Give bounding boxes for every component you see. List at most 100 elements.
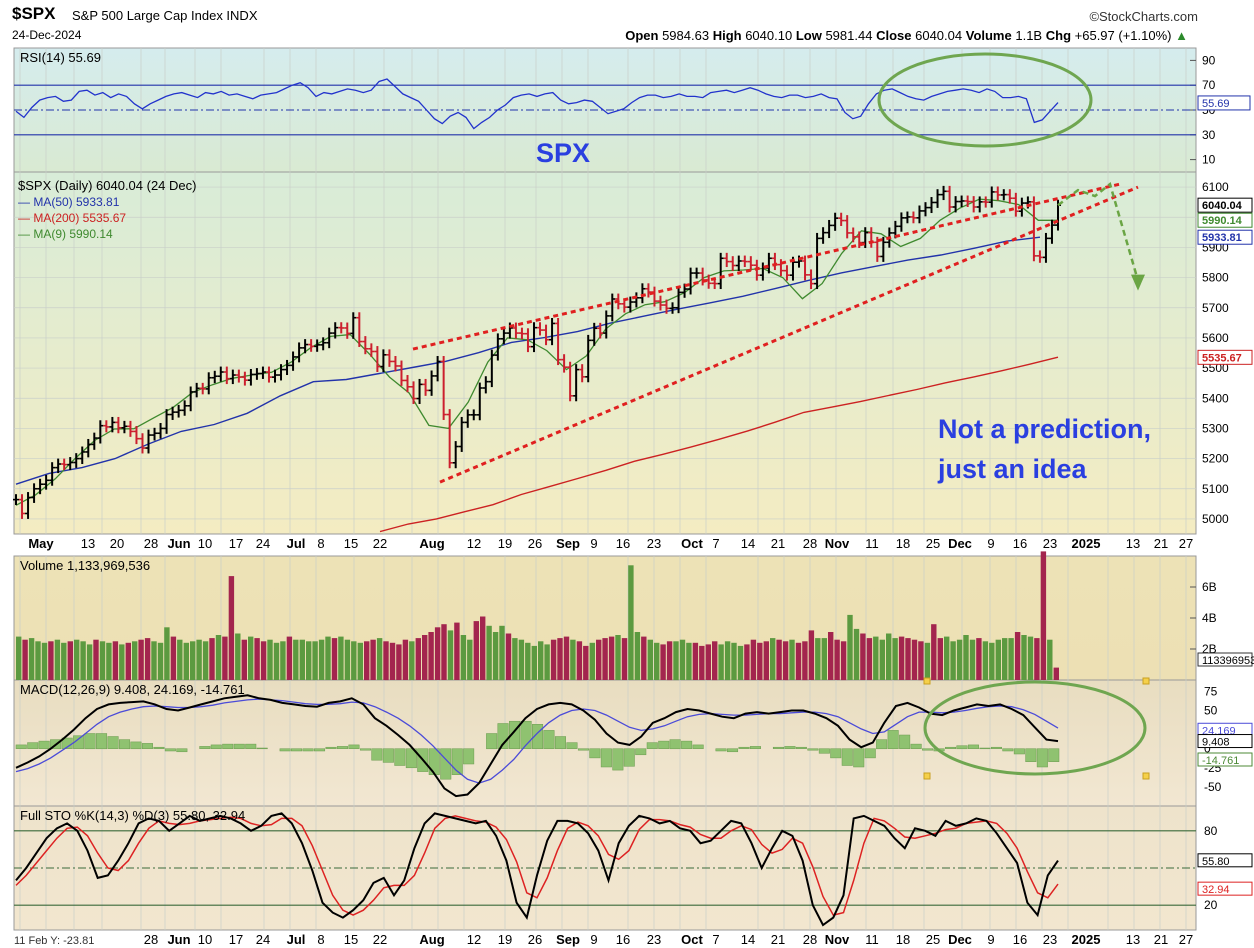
ma50-legend: — MA(50) 5933.81	[18, 195, 120, 209]
macd-highlight-ellipse	[923, 680, 1147, 776]
symbol-label: $SPX	[12, 4, 56, 23]
volume-bar	[892, 638, 898, 680]
ma9-legend: — MA(9) 5990.14	[18, 227, 113, 241]
volume-bar	[331, 638, 338, 680]
macd-histogram-bar	[428, 748, 440, 775]
volume-bar	[821, 638, 827, 680]
macd-histogram-bar	[623, 748, 635, 767]
projection-arrowhead	[1131, 274, 1145, 291]
x-tick-label: 24	[256, 536, 270, 551]
volume-bar	[544, 644, 550, 680]
price-panel	[13, 171, 1197, 535]
volume-bar	[744, 644, 750, 680]
x-tick-label: 13	[81, 536, 95, 551]
volume-bar	[886, 633, 892, 680]
macd-histogram-bar	[600, 748, 612, 768]
volume-bar	[873, 636, 879, 680]
volume-bar	[853, 628, 860, 680]
x-tick-label: 27	[1179, 536, 1193, 551]
macd-histogram-bar	[176, 748, 188, 753]
ma200-value-label: 5535.67	[1202, 352, 1242, 364]
x-tick-label-bottom: Jun	[167, 932, 190, 947]
x-tick-label: 10	[198, 536, 212, 551]
volume-bar	[512, 638, 518, 680]
macd-histogram-bar	[727, 748, 739, 753]
volume-bar	[583, 645, 589, 680]
volume-bar	[918, 641, 924, 681]
volume-bar	[763, 641, 769, 681]
x-tick-label: Aug	[419, 536, 444, 551]
x-tick-label: 14	[741, 536, 755, 551]
change-label: Chg	[1045, 28, 1072, 43]
macd-histogram-bar	[153, 746, 165, 749]
lower-trendline	[439, 185, 1139, 484]
x-tick-label: 23	[1043, 536, 1057, 551]
x-tick-label: Dec	[948, 536, 972, 551]
x-tick-label: 12	[467, 536, 481, 551]
high-label: High	[712, 28, 742, 43]
ma9-value-label: 5990.14	[1202, 215, 1243, 227]
volume-bar	[608, 636, 615, 680]
x-tick-label: Jul	[287, 536, 306, 551]
macd-histogram-bar	[486, 733, 498, 750]
macd-histogram-bar	[164, 748, 176, 752]
macd-histogram-bar	[509, 720, 521, 749]
macd-histogram-bar	[922, 748, 934, 751]
volume-bar	[673, 641, 679, 681]
open-value: 5984.63	[662, 28, 710, 43]
macd-histogram-bar	[348, 744, 360, 749]
volume-bar	[183, 642, 189, 680]
price-tick-label: 5100	[1202, 482, 1229, 496]
volume-bar	[654, 642, 660, 680]
volume-bar	[1027, 636, 1034, 680]
x-tick-label: 17	[229, 536, 243, 551]
macd-histogram-bar	[566, 742, 578, 749]
rsi-tick-label: 70	[1202, 78, 1216, 92]
volume-bar	[370, 639, 376, 680]
sto-d-value-label: 32.94	[1202, 884, 1230, 896]
x-tick-label-bottom: 24	[256, 932, 270, 947]
x-tick-label: 11	[865, 536, 879, 551]
volume-bar	[190, 641, 196, 681]
volume-bar	[679, 639, 686, 680]
volume-bar	[1021, 635, 1027, 680]
volume-bar	[989, 642, 995, 680]
sto-d-value-box	[1197, 881, 1253, 896]
macd-histogram-bar	[543, 730, 555, 749]
x-tick-label: 25	[926, 536, 940, 551]
volume-bar	[441, 624, 447, 680]
volume-value-label: 1133969536	[1202, 655, 1254, 667]
macd-histogram-bar	[681, 740, 693, 749]
x-tick-label-bottom: 22	[373, 932, 387, 947]
volume-bar	[164, 627, 170, 680]
close-value-label: 6040.04	[1202, 200, 1243, 212]
macd-histogram-bar	[646, 742, 658, 749]
x-tick-label-bottom: Oct	[681, 932, 703, 947]
volume-bar	[666, 641, 673, 681]
volume-bar	[628, 565, 634, 680]
macd-histogram-bar	[738, 746, 750, 749]
volume-bar	[260, 641, 267, 681]
volume-bar	[312, 641, 318, 681]
volume-bar	[1002, 638, 1008, 680]
volume-bar	[647, 639, 653, 680]
macd-histogram-bar	[222, 743, 234, 749]
volume-bar	[280, 641, 286, 681]
volume-tick-label: 6B	[1202, 580, 1217, 594]
macd-histogram-bar	[990, 746, 1002, 749]
macd-histogram-bar	[635, 748, 647, 756]
x-tick-label: 21	[771, 536, 785, 551]
close-label: Close	[876, 28, 912, 43]
volume-tick-label: 4B	[1202, 611, 1217, 625]
volume-bar	[144, 638, 151, 680]
x-tick-label-bottom: Aug	[419, 932, 444, 947]
brand-label[interactable]: ©StockCharts.com	[1089, 9, 1198, 24]
macd-histogram-bar	[956, 745, 968, 750]
volume-bar	[737, 645, 744, 680]
volume-bar	[28, 638, 35, 680]
x-tick-label-bottom: 16	[616, 932, 630, 947]
volume-bar	[937, 638, 943, 680]
volume-bar	[267, 639, 273, 680]
ma200-line	[379, 356, 1059, 533]
note-line-1: Not a prediction,	[938, 414, 1152, 444]
